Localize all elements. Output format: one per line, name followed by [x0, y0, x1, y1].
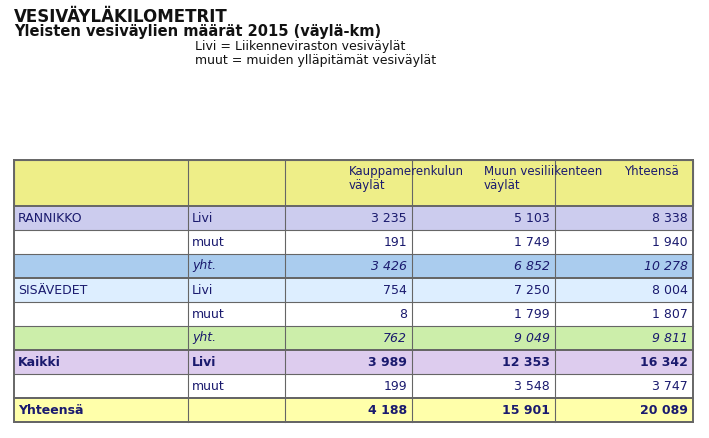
Text: 1 799: 1 799: [514, 307, 550, 321]
Text: 8 004: 8 004: [652, 283, 688, 297]
Text: yht.: yht.: [192, 259, 216, 272]
Text: 6 852: 6 852: [514, 259, 550, 272]
Text: 16 342: 16 342: [640, 356, 688, 368]
Text: Muun vesiliikenteen: Muun vesiliikenteen: [484, 165, 602, 178]
Text: 3 747: 3 747: [652, 379, 688, 392]
Bar: [14, 278, 693, 302]
Text: muut: muut: [192, 236, 225, 248]
Text: Kaikki: Kaikki: [18, 356, 61, 368]
Text: muut = muiden ylläpitämät vesiväylät: muut = muiden ylläpitämät vesiväylät: [195, 54, 436, 67]
Text: 199: 199: [384, 379, 407, 392]
Text: Livi: Livi: [192, 356, 216, 368]
Text: väylät: väylät: [349, 179, 385, 192]
Text: 5 103: 5 103: [514, 212, 550, 225]
Text: Livi: Livi: [192, 283, 213, 297]
Text: Yleisten vesiväylien määrät 2015 (väylä-km): Yleisten vesiväylien määrät 2015 (väylä-…: [14, 24, 381, 39]
Text: 20 089: 20 089: [640, 403, 688, 417]
Text: 8: 8: [399, 307, 407, 321]
Text: VESIVÄYLÄKILOMETRIT: VESIVÄYLÄKILOMETRIT: [14, 8, 228, 26]
Text: 191: 191: [384, 236, 407, 248]
Text: yht.: yht.: [192, 332, 216, 345]
Text: muut: muut: [192, 379, 225, 392]
Text: Livi = Liikenneviraston vesiväylät: Livi = Liikenneviraston vesiväylät: [195, 40, 406, 53]
Text: Yhteensä: Yhteensä: [624, 165, 679, 178]
Bar: [14, 160, 693, 206]
Text: 3 235: 3 235: [372, 212, 407, 225]
Text: 3 426: 3 426: [371, 259, 407, 272]
Bar: [14, 206, 693, 230]
Text: 7 250: 7 250: [514, 283, 550, 297]
Bar: [14, 326, 693, 350]
Bar: [14, 254, 693, 278]
Text: muut: muut: [192, 307, 225, 321]
Bar: [14, 350, 693, 374]
Bar: [14, 398, 693, 422]
Text: 9 811: 9 811: [652, 332, 688, 345]
Text: 15 901: 15 901: [502, 403, 550, 417]
Text: 12 353: 12 353: [502, 356, 550, 368]
Text: 4 188: 4 188: [368, 403, 407, 417]
Text: Yhteensä: Yhteensä: [18, 403, 84, 417]
Bar: [14, 230, 693, 254]
Text: RANNIKKO: RANNIKKO: [18, 212, 83, 225]
Text: väylät: väylät: [484, 179, 520, 192]
Text: 3 548: 3 548: [514, 379, 550, 392]
Text: 8 338: 8 338: [652, 212, 688, 225]
Bar: [14, 374, 693, 398]
Text: 1 940: 1 940: [652, 236, 688, 248]
Bar: [14, 302, 693, 326]
Text: 1 749: 1 749: [514, 236, 550, 248]
Text: 3 989: 3 989: [368, 356, 407, 368]
Text: Livi: Livi: [192, 212, 213, 225]
Text: Kauppamerenkulun: Kauppamerenkulun: [349, 165, 464, 178]
Text: 1 807: 1 807: [652, 307, 688, 321]
Text: 9 049: 9 049: [514, 332, 550, 345]
Text: 762: 762: [383, 332, 407, 345]
Text: SISÄVEDET: SISÄVEDET: [18, 283, 87, 297]
Text: 10 278: 10 278: [644, 259, 688, 272]
Text: 754: 754: [383, 283, 407, 297]
